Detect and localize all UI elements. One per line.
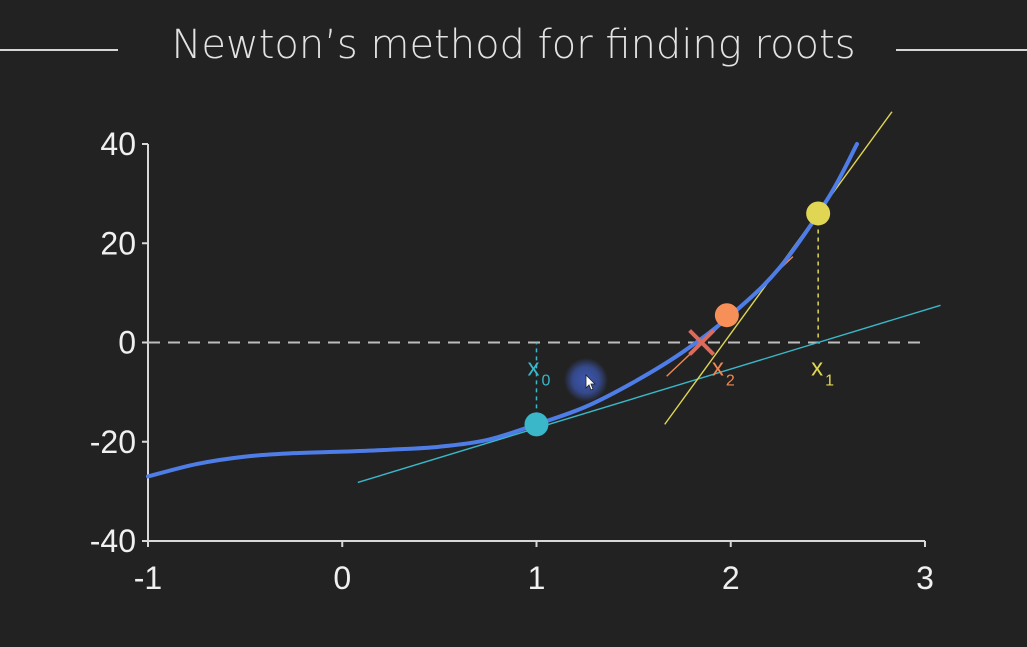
x0-label-sub: 0 [542, 373, 551, 390]
iterate-point-0 [524, 412, 549, 437]
iterate-point-2 [714, 303, 739, 328]
x2-label: x [712, 355, 724, 382]
tangent-line [357, 304, 941, 484]
cursor-pointer-icon [585, 374, 596, 391]
chart-title: Newton’s method for finding roots [171, 22, 856, 68]
x0-label: x [528, 355, 540, 382]
title-line-left [0, 49, 118, 51]
y-tick-label: 40 [100, 126, 136, 162]
y-tick-label: 0 [118, 325, 136, 361]
x-tick-label: 2 [722, 560, 740, 596]
title-line-right [896, 49, 1027, 51]
x1-label-sub: 1 [825, 373, 834, 390]
y-tick-label: -20 [90, 424, 136, 460]
x1-label: x [811, 355, 823, 382]
x-tick-label: -1 [134, 560, 162, 596]
y-tick-label: 20 [100, 225, 136, 261]
x-tick-label: 0 [333, 560, 351, 596]
function-curve [146, 142, 860, 479]
x-tick-label: 3 [916, 560, 934, 596]
y-tick-label: -40 [90, 523, 136, 559]
root-marker [688, 329, 716, 356]
x-tick-label: 1 [528, 560, 546, 596]
iterate-point-1 [806, 201, 831, 226]
x2-label-sub: 2 [726, 373, 735, 390]
